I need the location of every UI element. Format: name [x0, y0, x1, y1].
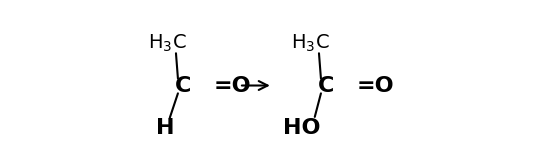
Text: H: H	[156, 118, 174, 138]
Text: C: C	[318, 76, 334, 95]
Text: C: C	[175, 76, 191, 95]
Text: H$_3$C: H$_3$C	[291, 33, 330, 54]
Text: HO: HO	[284, 118, 321, 138]
Text: H$_3$C: H$_3$C	[148, 33, 187, 54]
Text: =O: =O	[357, 76, 395, 95]
Text: =O: =O	[214, 76, 251, 95]
